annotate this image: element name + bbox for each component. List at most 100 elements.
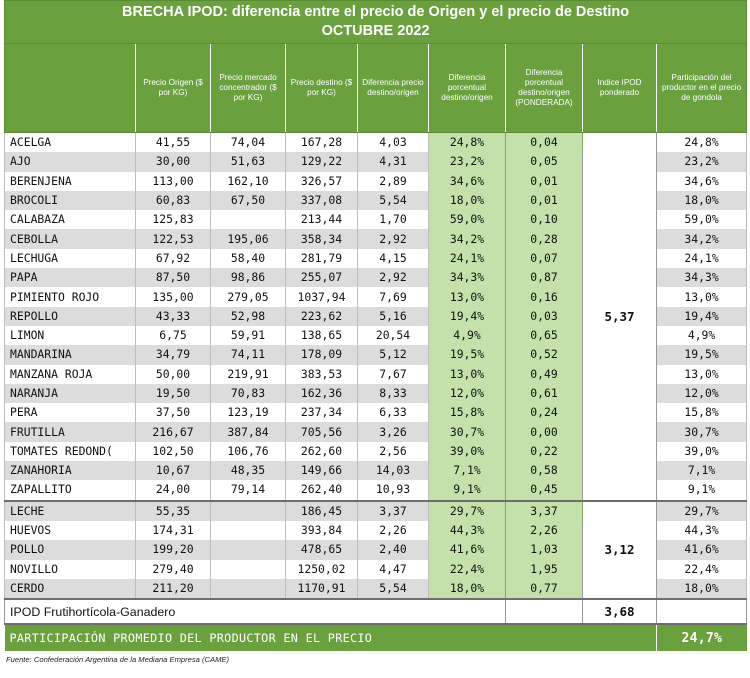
cell-porcentual: 7,1% bbox=[428, 461, 506, 481]
cell-participacion: 7,1% bbox=[656, 461, 748, 481]
cell-producto: ZANAHORIA bbox=[4, 461, 136, 481]
cell-destino: 167,28 bbox=[285, 132, 358, 153]
cell-porcentual: 41,6% bbox=[428, 540, 506, 560]
cell-diferencia: 4,03 bbox=[357, 132, 429, 153]
cell-destino: 255,07 bbox=[285, 268, 358, 288]
footer-label: PARTICIPACIÓN PROMEDIO DEL PRODUCTOR EN … bbox=[4, 624, 657, 652]
table-row: CEBOLLA 122,53 195,06 358,34 2,92 34,2% 0,28 34… bbox=[4, 229, 748, 249]
cell-porcentual: 23,2% bbox=[428, 152, 506, 172]
cell-mercado: 162,10 bbox=[210, 171, 286, 191]
cell-mercado: 59,91 bbox=[210, 325, 286, 346]
cell-producto: AJO bbox=[4, 152, 136, 172]
cell-mercado: 98,86 bbox=[210, 268, 286, 288]
cell-producto: NARANJA bbox=[4, 383, 136, 404]
cell-origen: 279,40 bbox=[135, 559, 211, 579]
cell-producto: BROCOLI bbox=[4, 190, 136, 211]
cell-destino: 237,34 bbox=[285, 403, 358, 423]
cell-origen: 10,67 bbox=[135, 461, 211, 481]
cell-mercado: 58,40 bbox=[210, 248, 286, 269]
total-row: IPOD Frutihortícola-Ganadero 3,68 bbox=[4, 598, 748, 626]
cell-mercado: 387,84 bbox=[210, 422, 286, 442]
cell-mercado: 106,76 bbox=[210, 441, 286, 462]
cell-participacion: 34,3% bbox=[656, 268, 748, 288]
cell-destino: 281,79 bbox=[285, 248, 358, 269]
cell-ponderada: 0,04 bbox=[505, 132, 583, 153]
title-row: BRECHA IPOD: diferencia entre el precio … bbox=[3, 0, 748, 44]
cell-diferencia: 5,54 bbox=[357, 578, 429, 600]
cell-destino: 383,53 bbox=[285, 364, 358, 384]
table-row: TOMATES REDOND(102,50 106,76 262,60 2,56 39,… bbox=[4, 441, 748, 462]
cell-mercado: 70,83 bbox=[210, 383, 286, 404]
cell-diferencia: 5,12 bbox=[357, 345, 429, 365]
table-body: ACELGA 41,55 74,04 167,28 4,03 24,8% 0,04 5,37 2… bbox=[4, 132, 748, 600]
source-note: Fuente: Confederación Argentina de la Me… bbox=[6, 655, 230, 665]
total-blank-cell bbox=[505, 598, 583, 626]
table-row: BROCOLI 60,83 67,50 337,08 5,54 18,0% 0,01 18,0… bbox=[4, 190, 748, 211]
cell-destino: 262,60 bbox=[285, 441, 358, 462]
cell-ponderada: 0,10 bbox=[505, 210, 583, 230]
cell-porcentual: 24,8% bbox=[428, 132, 506, 153]
cell-origen: 174,31 bbox=[135, 520, 211, 541]
cell-indice-ipod: 3,12 bbox=[582, 499, 657, 600]
cell-ponderada: 0,77 bbox=[505, 578, 583, 600]
cell-porcentual: 13,0% bbox=[428, 287, 506, 307]
cell-origen: 87,50 bbox=[135, 268, 211, 288]
cell-mercado: 219,91 bbox=[210, 364, 286, 384]
cell-porcentual: 18,0% bbox=[428, 578, 506, 600]
cell-porcentual: 34,3% bbox=[428, 268, 506, 288]
table-row: ZANAHORIA 10,67 48,35 149,66 14,03 7,1% 0,58 7,… bbox=[4, 461, 748, 481]
cell-porcentual: 13,0% bbox=[428, 364, 506, 384]
header-diferencia: Diferencia precio destino/origen bbox=[357, 43, 429, 133]
cell-producto: LECHE bbox=[4, 499, 136, 521]
cell-porcentual: 24,1% bbox=[428, 248, 506, 269]
cell-destino: 223,62 bbox=[285, 306, 358, 326]
cell-participacion: 29,7% bbox=[656, 499, 748, 521]
cell-porcentual: 19,4% bbox=[428, 306, 506, 326]
cell-diferencia: 10,93 bbox=[357, 480, 429, 502]
cell-porcentual: 12,0% bbox=[428, 383, 506, 404]
table-row: LECHUGA 67,92 58,40 281,79 4,15 24,1% 0,07 24,1… bbox=[4, 248, 748, 269]
ipod-report: BRECHA IPOD: diferencia entre el precio … bbox=[3, 0, 748, 665]
cell-producto: LIMON bbox=[4, 325, 136, 346]
cell-ponderada: 0,16 bbox=[505, 287, 583, 307]
cell-diferencia: 2,56 bbox=[357, 441, 429, 462]
cell-participacion: 44,3% bbox=[656, 520, 748, 541]
column-header-row: Precio Origen ($ por KG) Precio mercado … bbox=[4, 43, 748, 133]
cell-mercado: 67,50 bbox=[210, 190, 286, 211]
cell-porcentual: 15,8% bbox=[428, 403, 506, 423]
table-row: PAPA 87,50 98,86 255,07 2,92 34,3% 0,87 34,3% bbox=[4, 268, 748, 288]
cell-diferencia: 14,03 bbox=[357, 461, 429, 481]
table-row: FRUTILLA 216,67 387,84 705,56 3,26 30,7% 0,00 3… bbox=[4, 422, 748, 442]
cell-participacion: 24,1% bbox=[656, 248, 748, 269]
cell-ponderada: 0,22 bbox=[505, 441, 583, 462]
cell-porcentual: 44,3% bbox=[428, 520, 506, 541]
cell-diferencia: 5,16 bbox=[357, 306, 429, 326]
cell-destino: 138,65 bbox=[285, 325, 358, 346]
cell-ponderada: 0,24 bbox=[505, 403, 583, 423]
cell-ponderada: 0,58 bbox=[505, 461, 583, 481]
header-precio-mercado: Precio mercado concentrador ($ por KG) bbox=[210, 43, 286, 133]
cell-origen: 43,33 bbox=[135, 306, 211, 326]
cell-producto: MANDARINA bbox=[4, 345, 136, 365]
cell-participacion: 34,6% bbox=[656, 171, 748, 191]
cell-diferencia: 4,47 bbox=[357, 559, 429, 579]
cell-destino: 1170,91 bbox=[285, 578, 358, 600]
cell-participacion: 22,4% bbox=[656, 559, 748, 579]
cell-destino: 149,66 bbox=[285, 461, 358, 481]
table-row: BERENJENA 113,00 162,10 326,57 2,89 34,6% 0,01… bbox=[4, 171, 748, 191]
cell-porcentual: 9,1% bbox=[428, 480, 506, 502]
cell-diferencia: 2,92 bbox=[357, 229, 429, 249]
cell-participacion: 59,0% bbox=[656, 210, 748, 230]
cell-porcentual: 18,0% bbox=[428, 190, 506, 211]
cell-origen: 113,00 bbox=[135, 171, 211, 191]
cell-porcentual: 34,2% bbox=[428, 229, 506, 249]
cell-origen: 135,00 bbox=[135, 287, 211, 307]
cell-diferencia: 7,69 bbox=[357, 287, 429, 307]
cell-destino: 129,22 bbox=[285, 152, 358, 172]
total-label: IPOD Frutihortícola-Ganadero bbox=[4, 598, 506, 626]
cell-mercado bbox=[210, 578, 286, 600]
cell-diferencia: 1,70 bbox=[357, 210, 429, 230]
cell-mercado: 52,98 bbox=[210, 306, 286, 326]
cell-mercado: 79,14 bbox=[210, 480, 286, 502]
cell-origen: 41,55 bbox=[135, 132, 211, 153]
